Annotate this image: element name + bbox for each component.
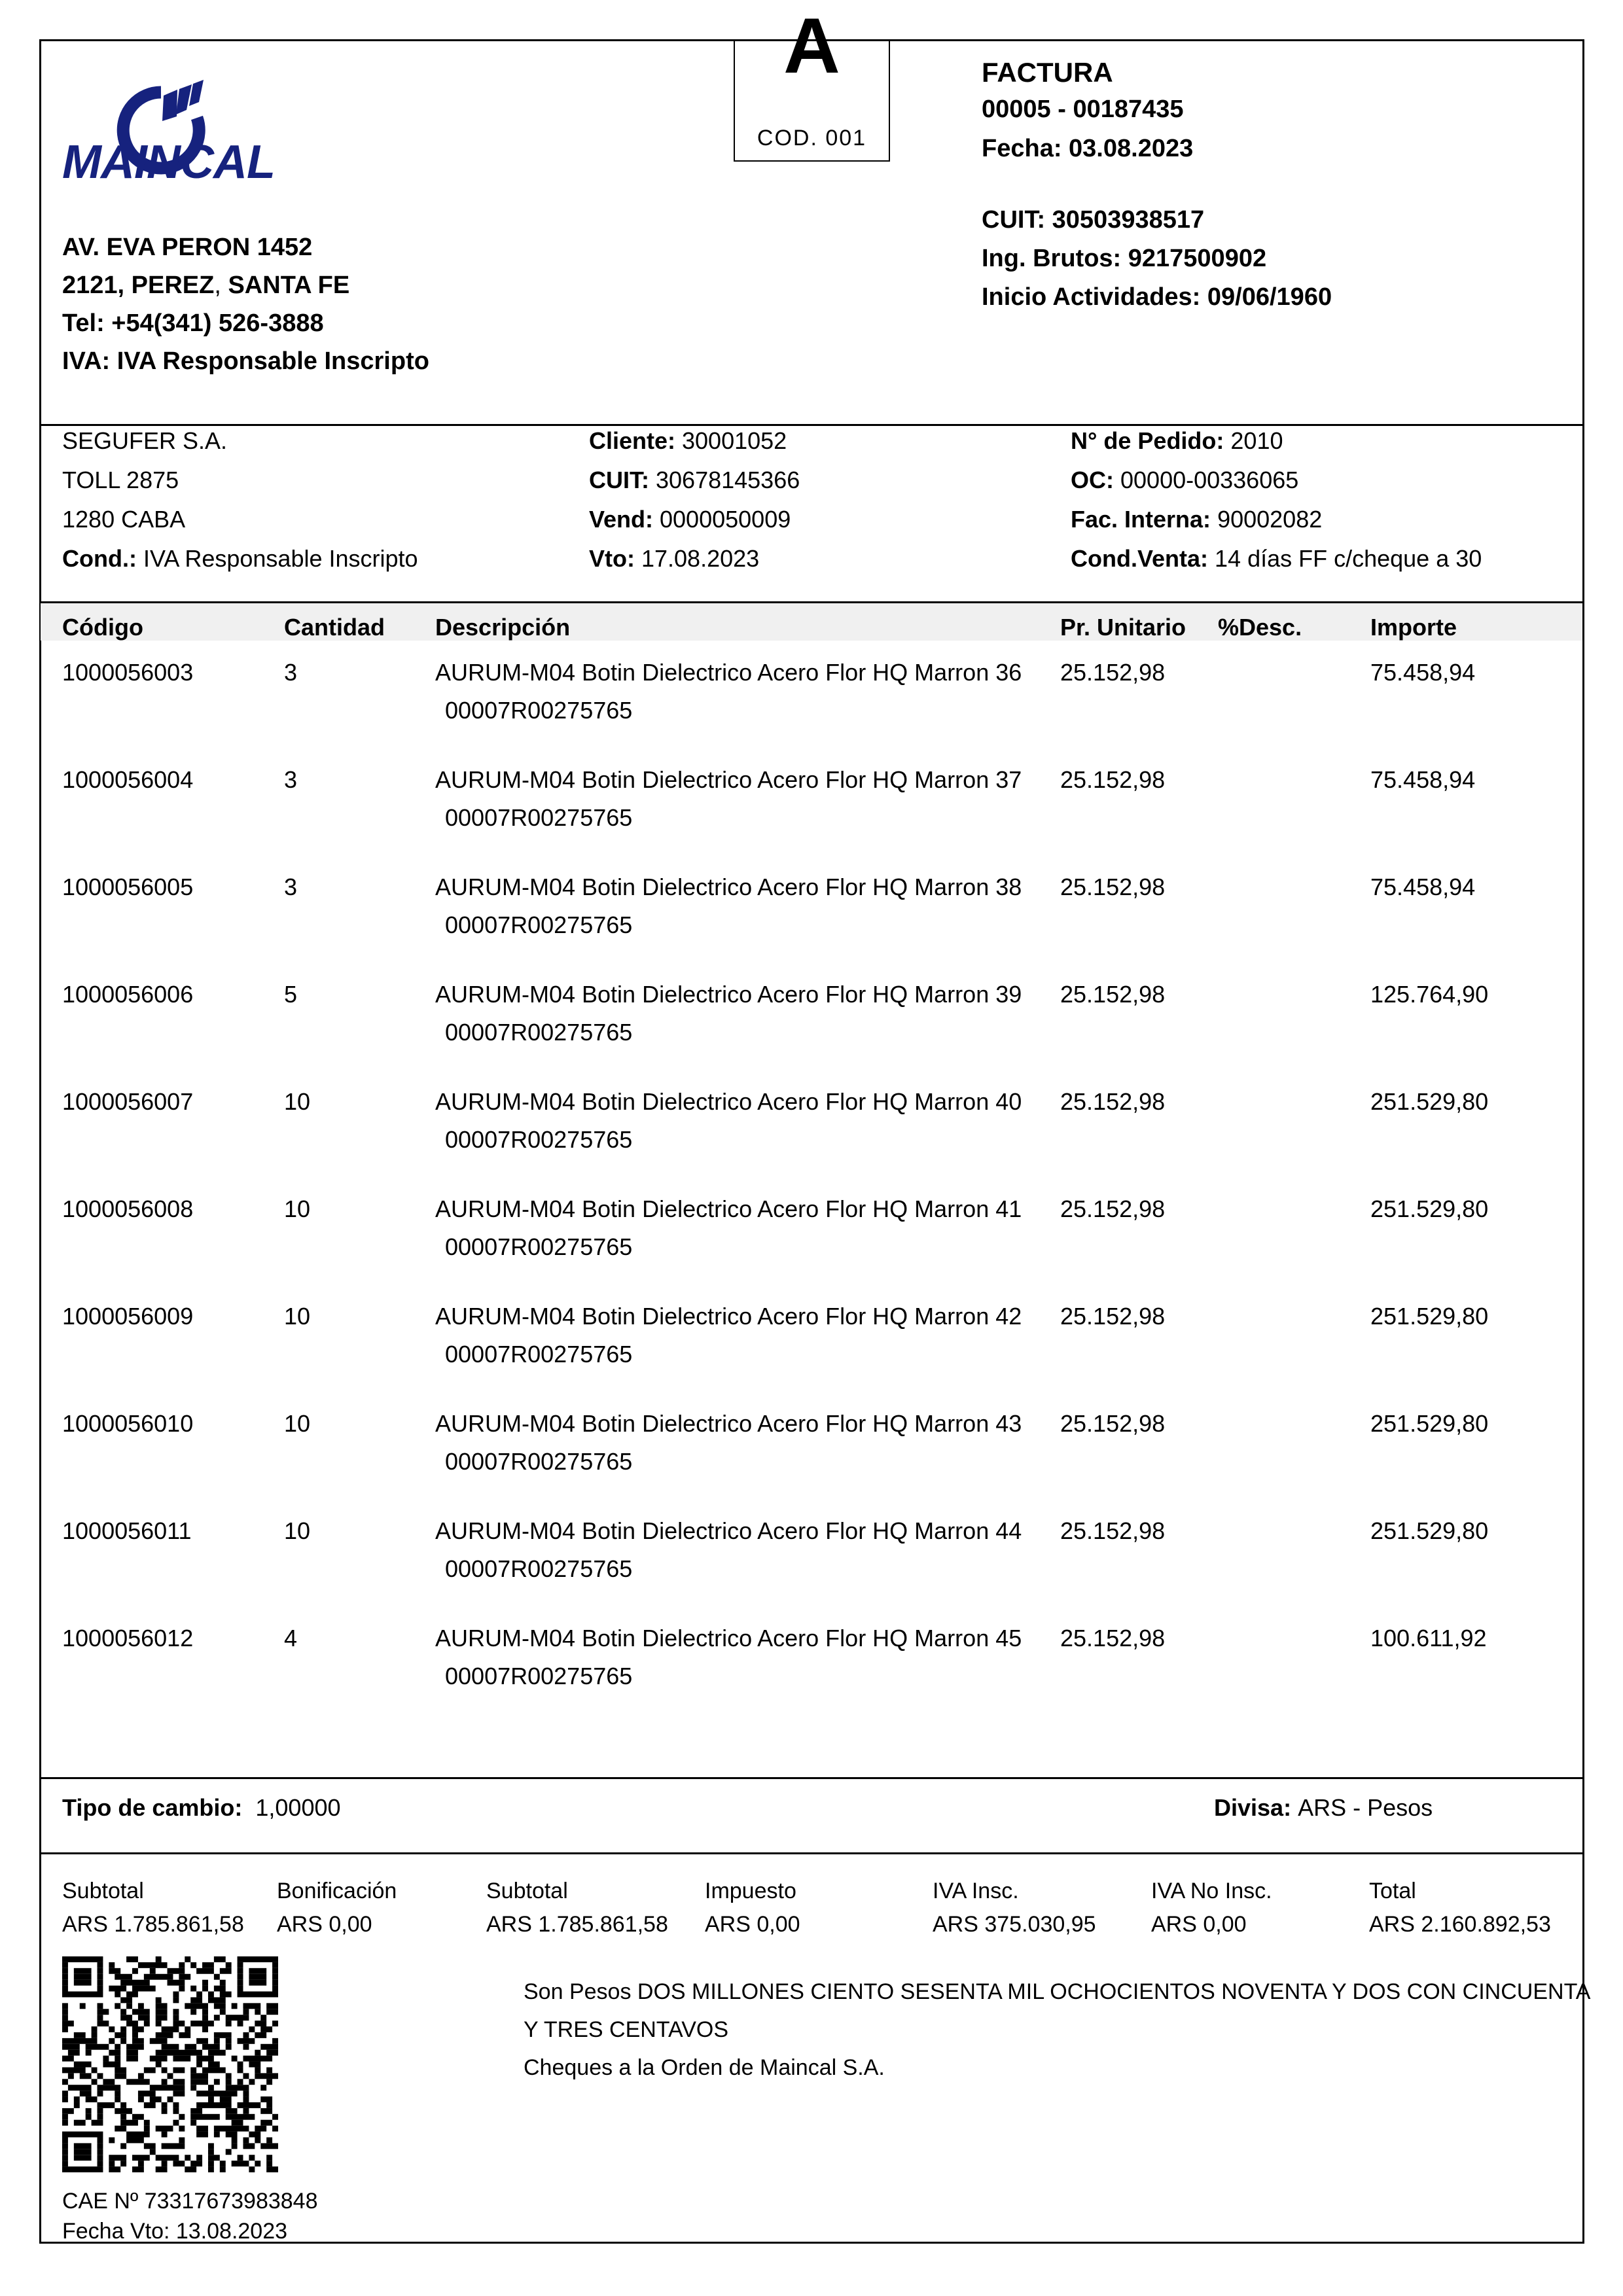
svg-text:MAINCAL: MAINCAL bbox=[62, 136, 275, 188]
